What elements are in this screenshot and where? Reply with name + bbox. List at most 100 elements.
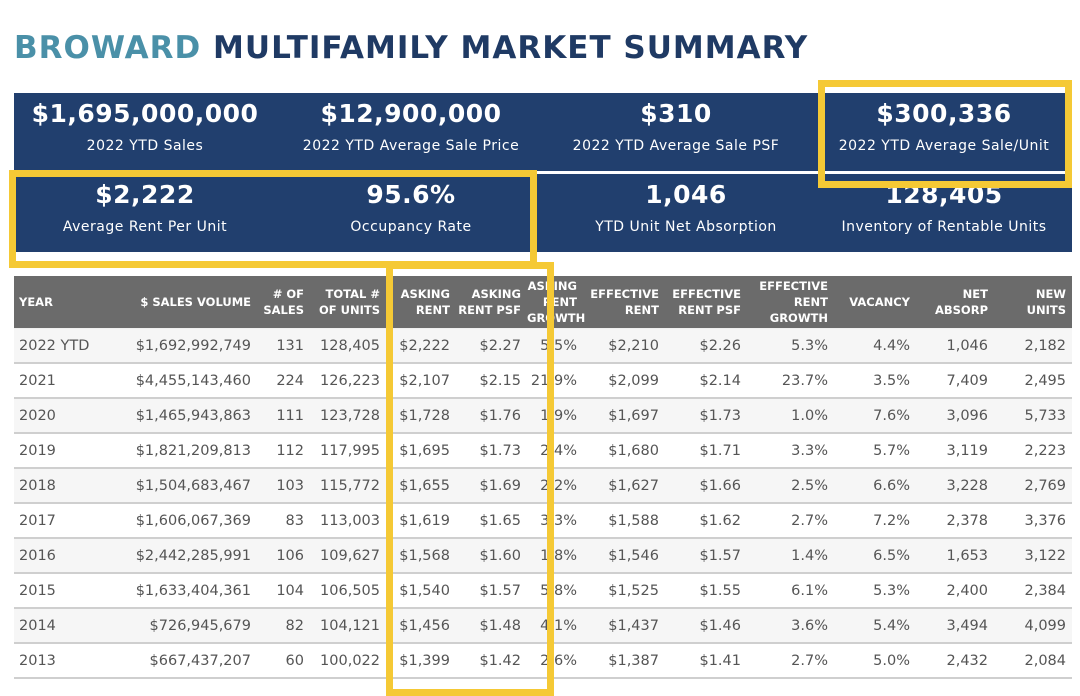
table-cell: $1.48 [456,607,527,644]
stat-label: Inventory of Rentable Units [841,219,1047,235]
col-effective-rent: EFFECTIVE RENT [583,276,665,329]
table-row: 2013 $667,437,207 60 100,022 $1,399 $1.42 2.6%… [14,642,1072,679]
table-cell: 6.1% [747,572,834,609]
table-cell: 4.4% [834,328,916,364]
table-cell: 2,378 [916,502,994,539]
col-sales-volume: $ SALES VOLUME [109,276,257,329]
table-cell: $1,655 [386,467,456,504]
table-body: 2022 YTD $1,692,992,749 131 128,405 $2,222 $2… [14,328,1072,679]
table-cell: $1,619 [386,502,456,539]
page-title: BROWARD MULTIFAMILY MARKET SUMMARY [14,30,808,66]
stat-value: $12,900,000 [320,99,502,128]
table-cell: 5.3% [747,328,834,364]
table-cell: 115,772 [310,467,386,504]
table-cell: 2020 [14,397,109,434]
col-asking-rent: ASKING RENT [386,276,456,329]
stat-occupancy: 95.6% Occupancy Rate [286,174,536,252]
table-cell: $1,540 [386,572,456,609]
stat-label: 2022 YTD Sales [86,138,204,154]
table-cell: $2.26 [665,328,747,364]
table-cell: 82 [257,607,310,644]
table-cell: $1.71 [665,432,747,469]
table-cell: $726,945,679 [109,607,257,644]
table-cell: $1,695 [386,432,456,469]
table-cell: $4,455,143,460 [109,362,257,399]
table-cell: 106,505 [310,572,386,609]
table-cell: 104 [257,572,310,609]
table-cell: 224 [257,362,310,399]
table-cell: $1.69 [456,467,527,504]
table-cell: 2,400 [916,572,994,609]
table-cell: 2,495 [994,362,1072,399]
col-new-units: NEW UNITS [994,276,1072,329]
table-cell: 2022 YTD [14,328,109,364]
table-cell: 2,432 [916,642,994,679]
table-row: 2019 $1,821,209,813 112 117,995 $1,695 $1.73 2… [14,432,1072,469]
stat-label: YTD Unit Net Absorption [595,219,777,235]
table-row: 2020 $1,465,943,863 111 123,728 $1,728 $1.76 1… [14,397,1072,434]
table-header-row: YEAR $ SALES VOLUME # OF SALES TOTAL # O… [14,276,1072,329]
col-effective-rent-psf: EFFECTIVE RENT PSF [665,276,747,329]
table-cell: 128,405 [310,328,386,364]
stat-net-absorption: 1,046 YTD Unit Net Absorption [554,174,818,252]
table-cell: 2,769 [994,467,1072,504]
table-cell: 5.3% [834,572,916,609]
table-cell: 3,228 [916,467,994,504]
table-row: 2015 $1,633,404,361 104 106,505 $1,540 $1.57 5… [14,572,1072,609]
table-cell: $1,504,683,467 [109,467,257,504]
table-cell: 7,409 [916,362,994,399]
table-cell: $1,456 [386,607,456,644]
stat-value: $300,336 [876,99,1012,128]
table-row: 2014 $726,945,679 82 104,121 $1,456 $1.48 4.1%… [14,607,1072,644]
table-cell: $1,633,404,361 [109,572,257,609]
table-cell: $1,568 [386,537,456,574]
table-row: 2016 $2,442,285,991 106 109,627 $1,568 $1.60 1… [14,537,1072,574]
table-cell: 2014 [14,607,109,644]
table-cell: $2.15 [456,362,527,399]
table-cell: 1.4% [747,537,834,574]
table-cell: $1.66 [665,467,747,504]
table-cell: 3,096 [916,397,994,434]
stat-value: $1,695,000,000 [31,99,259,128]
table-cell: 2017 [14,502,109,539]
table-cell: 5.7% [834,432,916,469]
table-cell: 123,728 [310,397,386,434]
table-cell: 131 [257,328,310,364]
table-cell: 106 [257,537,310,574]
table-cell: 6.6% [834,467,916,504]
table-cell: 2015 [14,572,109,609]
table-cell: $667,437,207 [109,642,257,679]
stat-avg-rent: $2,222 Average Rent Per Unit [14,174,276,252]
stat-ytd-sales: $1,695,000,000 2022 YTD Sales [14,93,276,171]
table-cell: 7.6% [834,397,916,434]
title-summary: MULTIFAMILY MARKET SUMMARY [213,30,809,66]
stat-value: $310 [640,99,712,128]
stat-avg-sale-psf: $310 2022 YTD Average Sale PSF [554,93,798,171]
table-cell: 1.0% [747,397,834,434]
table-cell: $1,680 [583,432,665,469]
table-cell: 109,627 [310,537,386,574]
table-cell: $2,099 [583,362,665,399]
table-cell: 3,376 [994,502,1072,539]
table-cell: 1,046 [916,328,994,364]
table-row: 2017 $1,606,067,369 83 113,003 $1,619 $1.65 3.… [14,502,1072,539]
table-cell: $1,399 [386,642,456,679]
table-cell: $1.42 [456,642,527,679]
table-cell: 5.0% [834,642,916,679]
table-cell: 2018 [14,467,109,504]
table-cell: $2,442,285,991 [109,537,257,574]
table-cell: 7.2% [834,502,916,539]
title-county: BROWARD [14,30,202,66]
table-cell: $1,588 [583,502,665,539]
stat-value: $2,222 [95,180,195,209]
table-cell: $2,222 [386,328,456,364]
table-cell: $1,697 [583,397,665,434]
highlight-asking-rent-columns [386,262,554,696]
stat-value: 95.6% [366,180,456,209]
table-cell: $1.57 [456,572,527,609]
table-cell: 2,384 [994,572,1072,609]
table-cell: $1,437 [583,607,665,644]
table-cell: $1.60 [456,537,527,574]
table-cell: $1.65 [456,502,527,539]
col-net-absorp: NET ABSORP [916,276,994,329]
